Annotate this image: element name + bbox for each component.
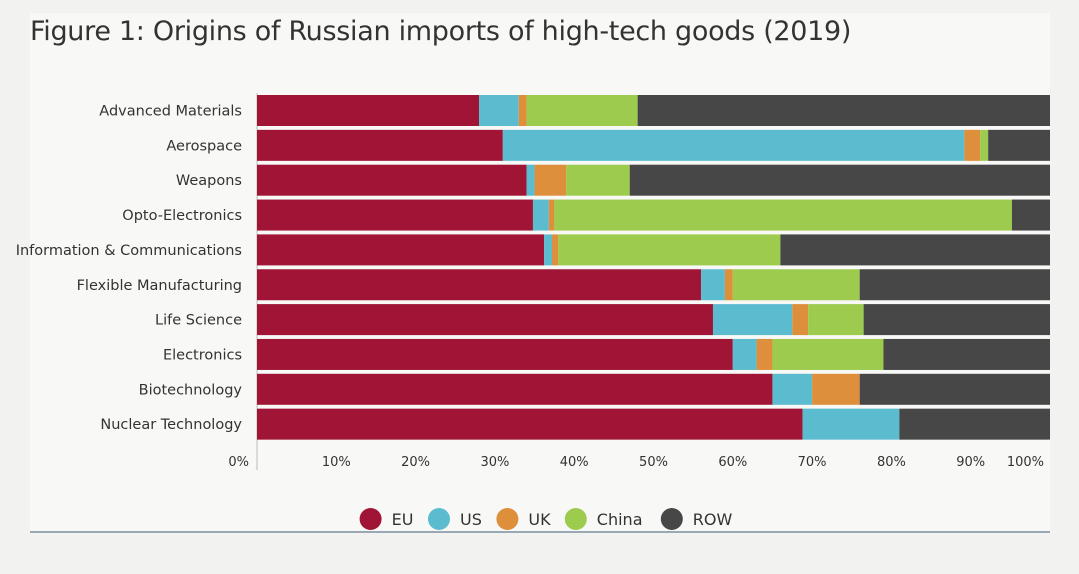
bar-row-nuclear-technology	[899, 408, 1050, 440]
bar-us-flexible-manufacturing	[701, 269, 725, 301]
bar-us-aerospace	[502, 129, 965, 161]
category-label: Electronics	[163, 347, 242, 363]
x-tick-label: 20%	[401, 455, 430, 470]
bar-eu-biotechnology	[257, 373, 773, 405]
bar-china-life-science	[808, 304, 864, 336]
bar-eu-aerospace	[257, 129, 503, 161]
x-tick-label: 10%	[322, 455, 351, 470]
category-label: Advanced Materials	[99, 104, 242, 120]
bar-uk-opto-electronics	[548, 199, 555, 231]
bar-china-electronics	[772, 338, 884, 370]
bar-row-life-science	[863, 304, 1050, 336]
category-label: Weapons	[176, 173, 242, 189]
bar-china-flexible-manufacturing	[732, 269, 860, 301]
bar-us-biotechnology	[772, 373, 813, 405]
bar-row-weapons	[629, 164, 1050, 196]
legend-label-eu: EU	[392, 510, 414, 529]
bar-uk-biotechnology	[812, 373, 860, 405]
bar-eu-nuclear-technology	[257, 408, 803, 440]
bar-row-flexible-manufacturing	[859, 269, 1050, 301]
bar-uk-aerospace	[964, 129, 981, 161]
bar-row-advanced-materials	[637, 95, 1050, 126]
bar-uk-flexible-manufacturing	[724, 269, 733, 301]
legend-swatch-china	[564, 508, 587, 530]
legend-label-row: ROW	[693, 510, 733, 529]
category-label: Information & Communications	[16, 243, 242, 259]
bar-china-opto-electronics	[554, 199, 1012, 231]
bar-uk-weapons	[534, 164, 567, 196]
x-tick-label: 60%	[718, 455, 747, 470]
chart-title: Figure 1: Origins of Russian imports of …	[30, 16, 852, 47]
bar-row-electronics	[883, 338, 1050, 370]
bar-us-weapons	[526, 164, 535, 196]
bar-uk-electronics	[756, 338, 773, 370]
legend-label-us: US	[460, 510, 482, 529]
bar-us-electronics	[732, 338, 757, 370]
bar-eu-flexible-manufacturing	[257, 269, 702, 301]
category-label: Life Science	[155, 313, 242, 329]
category-label: Nuclear Technology	[100, 417, 242, 433]
legend-swatch-eu	[359, 508, 382, 530]
x-tick-label: 100%	[1007, 455, 1044, 470]
bar-us-opto-electronics	[532, 199, 549, 231]
legend-swatch-row	[660, 508, 683, 530]
bar-eu-electronics	[257, 338, 733, 370]
bar-china-information-communications	[558, 234, 781, 266]
category-label: Biotechnology	[139, 382, 243, 398]
bar-row-biotechnology	[859, 373, 1050, 405]
category-label: Aerospace	[166, 138, 242, 154]
bar-china-advanced-materials	[526, 95, 638, 126]
x-tick-label: 50%	[639, 455, 668, 470]
legend-swatch-uk	[496, 508, 519, 530]
x-tick-label: 30%	[480, 455, 509, 470]
bar-us-advanced-materials	[479, 95, 519, 126]
bar-row-information-communications	[780, 234, 1050, 266]
x-tick-label: 80%	[877, 455, 906, 470]
bar-us-information-communications	[544, 234, 552, 266]
legend-swatch-us	[428, 508, 450, 530]
x-tick-label: 90%	[956, 455, 985, 470]
bar-eu-advanced-materials	[257, 95, 480, 126]
legend-label-china: China	[597, 510, 643, 529]
bar-uk-information-communications	[551, 234, 559, 266]
bar-china-weapons	[566, 164, 630, 196]
bar-uk-life-science	[792, 304, 809, 336]
x-tick-label: 70%	[798, 455, 827, 470]
x-tick-label: 40%	[560, 455, 589, 470]
bar-eu-opto-electronics	[257, 199, 533, 231]
bar-us-life-science	[712, 304, 793, 336]
bar-us-nuclear-technology	[802, 408, 900, 440]
bar-eu-information-communications	[257, 234, 545, 266]
bar-uk-advanced-materials	[518, 95, 527, 126]
bar-row-aerospace	[988, 129, 1050, 161]
x-tick-label: 0%	[228, 455, 249, 470]
category-label: Opto-Electronics	[122, 208, 242, 224]
bar-china-aerospace	[980, 129, 989, 161]
bar-row-opto-electronics	[1011, 199, 1050, 231]
legend-label-uk: UK	[528, 510, 551, 529]
category-label: Flexible Manufacturing	[77, 278, 242, 294]
bar-eu-life-science	[257, 304, 713, 336]
bar-eu-weapons	[257, 164, 527, 196]
